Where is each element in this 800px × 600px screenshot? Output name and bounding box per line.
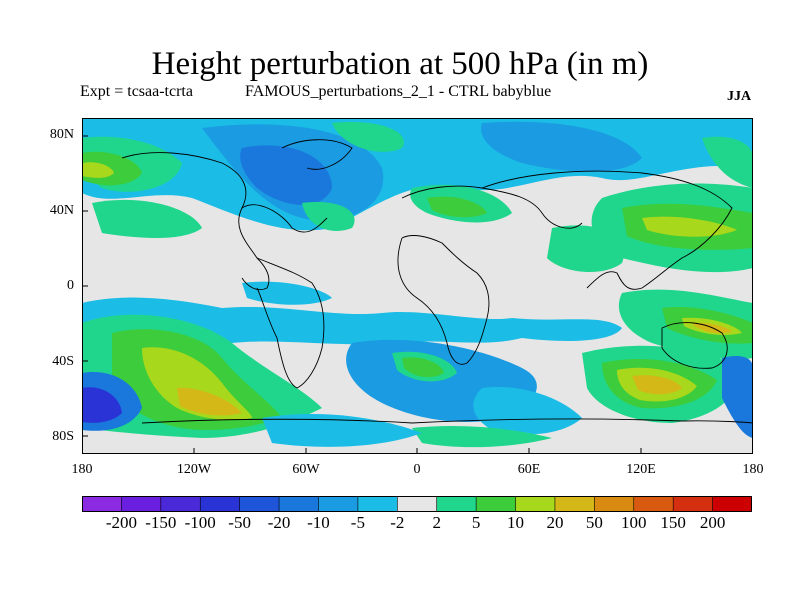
colorbar-label: 5: [471, 513, 481, 532]
coastline: [256, 257, 325, 389]
contour-region: [82, 297, 622, 345]
experiment-label: Expt = tcsaa-tcrta: [80, 83, 193, 100]
contour-region: [302, 202, 355, 231]
lat-tick-label: 80S: [52, 429, 74, 444]
lon-tick-label: 0: [413, 462, 421, 477]
contour-region: [412, 426, 552, 448]
contour-region: [427, 196, 487, 218]
colorbar-label: 150: [660, 513, 686, 532]
contour-region: [262, 413, 422, 447]
contour-field: [82, 118, 753, 454]
colorbar-label: -50: [228, 513, 251, 532]
contour-region: [92, 199, 202, 238]
lon-tick-label: 60E: [517, 462, 541, 477]
colorbar-swatch: [475, 496, 517, 512]
colorbar-label: -10: [307, 513, 330, 532]
colorbar-label: 50: [585, 513, 603, 532]
colorbar-label: -100: [184, 513, 216, 532]
contour-region: [547, 225, 624, 273]
contour-region: [702, 136, 753, 188]
colorbar-label: -150: [145, 513, 177, 532]
colorbar-swatch: [633, 496, 674, 512]
colorbar-swatch: [357, 496, 399, 512]
contour-region: [240, 145, 332, 205]
coastline: [281, 139, 353, 170]
colorbar-label: -200: [105, 513, 137, 532]
lat-tick-label: 0: [67, 278, 74, 293]
colorbar-label: -20: [267, 513, 291, 532]
colorbar-label: -2: [390, 513, 405, 532]
season-label: JJA: [727, 89, 752, 104]
contour-region: [332, 122, 404, 152]
contour-region: [481, 121, 642, 172]
lon-tick-label: 120E: [626, 462, 656, 477]
colorbar-swatch: [515, 496, 556, 512]
colorbar: [82, 496, 752, 512]
lat-tick-label: 40N: [49, 203, 74, 218]
colorbar-swatch: [82, 496, 123, 512]
colorbar-swatch: [121, 496, 162, 512]
contour-region: [473, 387, 582, 435]
contour-region: [642, 216, 737, 237]
colorbar-swatch: [672, 496, 714, 512]
colorbar-label: -5: [350, 513, 365, 532]
contour-region: [722, 356, 753, 438]
colorbar-label: 2: [432, 513, 441, 532]
colorbar-swatch: [712, 496, 752, 512]
colorbar-frame: [82, 496, 752, 512]
map-panel: [82, 118, 753, 454]
contour-region: [177, 387, 242, 416]
colorbar-swatch: [436, 496, 477, 512]
colorbar-swatch: [318, 496, 359, 512]
contour-region: [402, 357, 444, 378]
lon-tick-label: 60W: [292, 462, 320, 477]
run-label: FAMOUS_perturbations_2_1 - CTRL babyblue: [245, 83, 552, 100]
colorbar-swatch: [278, 496, 320, 512]
colorbar-label: 20: [546, 513, 564, 532]
colorbar-swatch: [199, 496, 241, 512]
coastline: [141, 418, 753, 424]
colorbar-swatch: [594, 496, 635, 512]
lon-tick-label: 180: [71, 462, 93, 477]
colorbar-swatch: [396, 496, 438, 512]
lat-tick-label: 40S: [52, 354, 74, 369]
contour-region: [82, 162, 114, 178]
coastline: [401, 185, 583, 229]
colorbar-label: 10: [507, 513, 525, 532]
coastline: [586, 271, 643, 290]
colorbar-label: 200: [699, 513, 726, 532]
colorbar-swatch: [160, 496, 202, 512]
coastline: [397, 235, 490, 365]
coastline: [241, 204, 328, 233]
lon-tick-label: 120W: [176, 462, 212, 477]
coastline: [121, 152, 270, 291]
colorbar-swatch: [554, 496, 596, 512]
contour-region: [82, 387, 122, 423]
chart-title: Height perturbation at 500 hPa (in m): [151, 46, 649, 82]
coastline: [481, 170, 733, 289]
coastline: [661, 322, 728, 369]
contour-region: [242, 281, 332, 305]
axis-ticks: [82, 135, 642, 454]
coastlines: [121, 139, 753, 424]
lon-tick-label: 180: [742, 462, 764, 477]
colorbar-swatch: [239, 496, 280, 512]
lat-tick-label: 80N: [49, 127, 74, 142]
contour-region: [632, 375, 682, 395]
colorbar-label: 100: [621, 513, 647, 532]
